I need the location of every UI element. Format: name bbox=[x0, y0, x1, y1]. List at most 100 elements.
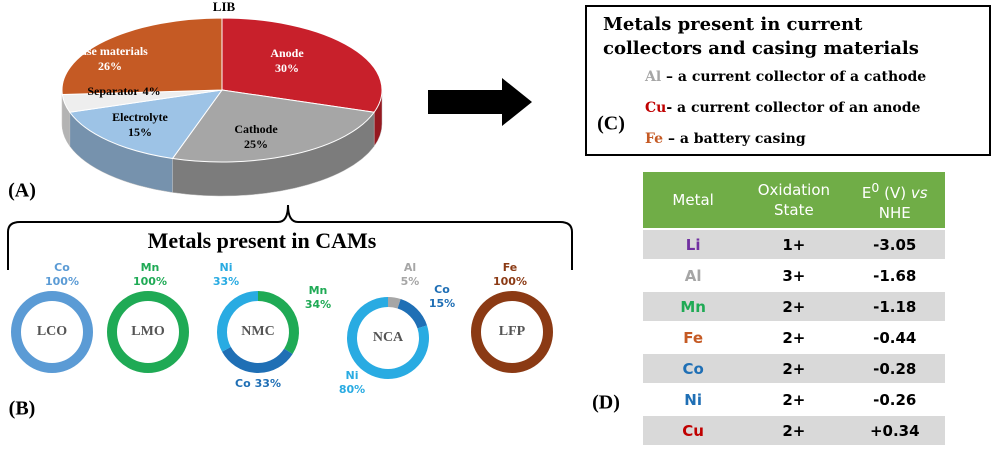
collectors-box: Metals present in current collectors and… bbox=[585, 5, 991, 156]
potential-cell: -0.44 bbox=[873, 328, 917, 347]
donut-segment bbox=[222, 346, 293, 373]
oxidation-cell: 1+ bbox=[743, 230, 845, 259]
donut-label: Mn 100% bbox=[133, 261, 167, 288]
collector-metal: Cu bbox=[645, 100, 667, 116]
donut-label: Co 100% bbox=[45, 261, 79, 288]
slice-name: Separator bbox=[87, 84, 139, 98]
collector-item: Fe – a battery casing bbox=[645, 131, 806, 147]
donut-value: 80% bbox=[339, 383, 365, 396]
donut-metal: Mn bbox=[309, 284, 328, 297]
brace bbox=[7, 204, 573, 270]
slice-label: Anode 30% bbox=[270, 46, 304, 75]
table-row: Li 1+ -3.05 bbox=[643, 230, 945, 259]
donut-label: Co 33% bbox=[235, 377, 281, 390]
donut-metal: Al bbox=[404, 261, 416, 274]
header-text: 0 bbox=[871, 179, 880, 195]
metal-cell: Co bbox=[643, 354, 744, 383]
slice-name: Electrolyte bbox=[112, 110, 168, 124]
header-text: vs bbox=[910, 183, 928, 202]
pie-title: LIB bbox=[213, 0, 236, 14]
table-row: Fe 2+ -0.44 bbox=[643, 323, 945, 352]
oxidation-cell: 2+ bbox=[782, 390, 806, 409]
pie-slice bbox=[221, 17, 383, 113]
slice-label: Case materials 26% bbox=[72, 44, 148, 73]
collector-item: Cu- a current collector of an anode bbox=[645, 100, 920, 116]
donut-segment bbox=[217, 291, 259, 352]
potential-cell: -1.18 bbox=[844, 292, 945, 321]
collector-text: - a current collector of an anode bbox=[666, 100, 921, 116]
donut-label: Ni 33% bbox=[213, 261, 239, 288]
donut-segment bbox=[347, 297, 429, 379]
header-cell: E0 (V) vs NHE bbox=[844, 172, 945, 228]
donut-value: 100% bbox=[45, 275, 79, 288]
potential-cell: -3.05 bbox=[844, 230, 945, 259]
donut-metal: Co bbox=[235, 377, 251, 390]
donut-value: 100% bbox=[493, 275, 527, 288]
collectors-title: Metals present in current collectors and… bbox=[603, 14, 919, 59]
panel-label: (D) bbox=[592, 392, 620, 414]
metal-cell: Fe bbox=[683, 328, 704, 347]
donut-metal: Co bbox=[434, 283, 450, 296]
oxidation-cell: 2+ bbox=[743, 354, 845, 383]
header-text: E bbox=[861, 183, 872, 202]
potential-cell: +0.34 bbox=[844, 416, 945, 445]
metal-cell: Cu bbox=[643, 416, 744, 445]
table-row: Mn 2+ -1.18 bbox=[643, 292, 945, 321]
slice-name: Anode bbox=[270, 46, 304, 60]
donut-metal: Fe bbox=[503, 261, 518, 274]
header-cell: Metal bbox=[643, 172, 744, 228]
slice-name: Case materials bbox=[72, 44, 148, 58]
slice-name: Cathode bbox=[234, 122, 278, 136]
slice-value: 15% bbox=[128, 125, 152, 139]
slice-value: 25% bbox=[244, 137, 268, 151]
donut-value: 33% bbox=[255, 377, 281, 390]
donut-value: 5% bbox=[401, 275, 420, 288]
table-row: Co 2+ -0.28 bbox=[643, 354, 945, 383]
oxidation-cell: 3+ bbox=[782, 266, 806, 285]
slice-value: 30% bbox=[275, 61, 299, 75]
slice-label: Separator 4% bbox=[87, 84, 160, 98]
table-row: Al 3+ -1.68 bbox=[643, 261, 945, 290]
donut-name: LCO bbox=[37, 324, 67, 339]
donut-metal: Mn bbox=[141, 261, 160, 274]
metal-cell: Al bbox=[684, 266, 702, 285]
donut-value: 34% bbox=[305, 298, 331, 311]
oxidation-cell: 2+ bbox=[782, 328, 806, 347]
header-text: NHE bbox=[878, 203, 911, 222]
donut-label: Mn 34% bbox=[305, 284, 331, 311]
header-cell: Oxidation State bbox=[743, 172, 845, 228]
donut-label: Fe 100% bbox=[493, 261, 527, 288]
metal-cell: Li bbox=[643, 230, 744, 259]
oxidation-cell: 2+ bbox=[743, 292, 845, 321]
slice-value: 4% bbox=[143, 84, 161, 98]
oxidation-cell: 2+ bbox=[743, 416, 845, 445]
table-row: Cu 2+ +0.34 bbox=[643, 416, 945, 445]
arrow bbox=[428, 78, 532, 126]
metal-cell: Mn bbox=[643, 292, 744, 321]
donut-name: NMC bbox=[241, 324, 274, 339]
donut-label: Co 15% bbox=[429, 283, 455, 310]
donut-metal: Ni bbox=[220, 261, 233, 274]
table-row: Ni 2+ -0.26 bbox=[643, 385, 945, 414]
donuts-title: Metals present in CAMs bbox=[148, 228, 377, 253]
donut-name: LMO bbox=[131, 324, 165, 339]
donut-label: Al 5% bbox=[401, 261, 420, 288]
potential-cell: -1.68 bbox=[873, 266, 917, 285]
donut-segment bbox=[471, 291, 553, 373]
slice-label: Cathode 25% bbox=[234, 122, 278, 151]
donut-metal: Co bbox=[54, 261, 70, 274]
collector-item: Al – a current collector of a cathode bbox=[645, 69, 926, 85]
pie-slice bbox=[61, 17, 223, 96]
panel-label: (C) bbox=[597, 113, 625, 135]
pie-sides bbox=[61, 89, 383, 197]
header-text: (V) bbox=[879, 183, 911, 202]
slice-value: 26% bbox=[98, 59, 122, 73]
panel-label: (A) bbox=[8, 180, 36, 202]
donut-segment bbox=[11, 291, 93, 373]
donut-value: 33% bbox=[213, 275, 239, 288]
donut-value: 15% bbox=[429, 297, 455, 310]
donut-name: LFP bbox=[499, 324, 526, 339]
potential-cell: -0.26 bbox=[873, 390, 917, 409]
donut-segment bbox=[107, 291, 189, 373]
